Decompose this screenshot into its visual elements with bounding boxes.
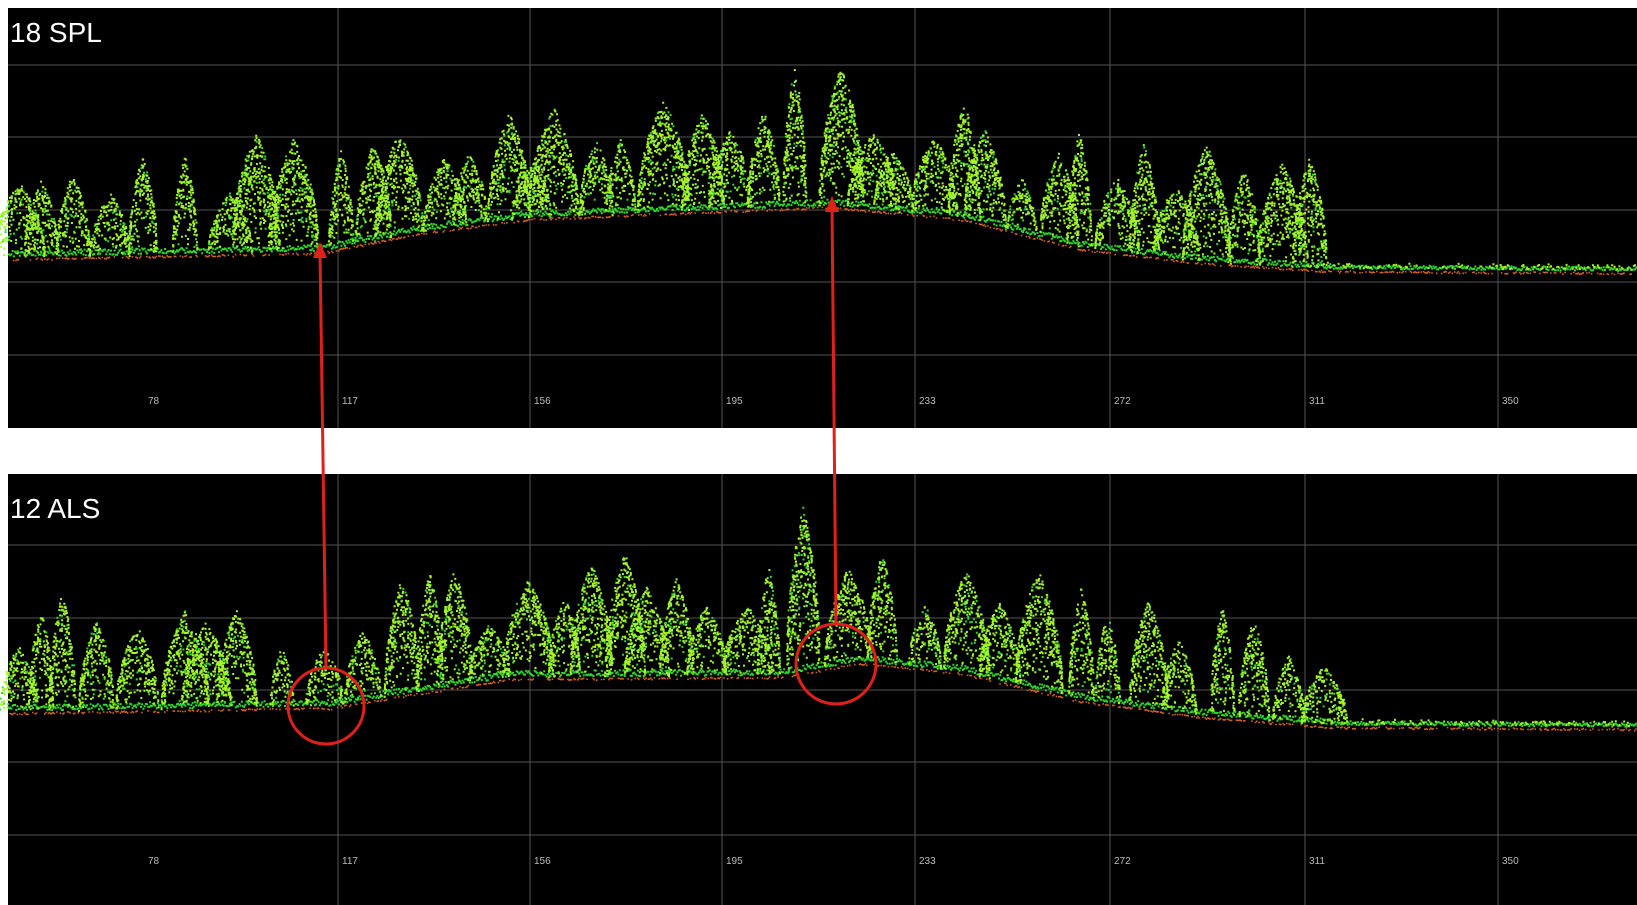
page: 78 117 156 195 233 272 311 350 78 117 156 195 233 272… <box>0 0 1637 905</box>
axis-tick-label: 195 <box>726 856 743 867</box>
axis-tick-label: 117 <box>342 856 358 867</box>
axis-tick-label: 233 <box>919 856 936 867</box>
axis-tick-label: 311 <box>1309 396 1325 407</box>
axis-tick-label: 233 <box>919 396 936 407</box>
axis-tick-label: 350 <box>1502 856 1519 867</box>
panel-title: 18 SPL <box>10 17 102 48</box>
axis-tick-label: 350 <box>1502 396 1519 407</box>
axis-tick-label: 311 <box>1309 856 1325 867</box>
panel-title: 12 ALS <box>10 493 100 524</box>
axis-tick-label: 117 <box>342 396 358 407</box>
axis-tick-label: 272 <box>1114 396 1131 407</box>
axis-tick-label: 272 <box>1114 856 1131 867</box>
profile-view: 78 117 156 195 233 272 311 350 78 117 156 195 233 272… <box>0 0 1637 905</box>
axis-tick-label: 156 <box>534 396 551 407</box>
axis-tick-label: 156 <box>534 856 551 867</box>
axis-tick-label: 195 <box>726 396 743 407</box>
panel-top <box>8 8 1637 428</box>
axis-tick-label: 78 <box>148 396 160 407</box>
axis-tick-label: 78 <box>148 856 160 867</box>
